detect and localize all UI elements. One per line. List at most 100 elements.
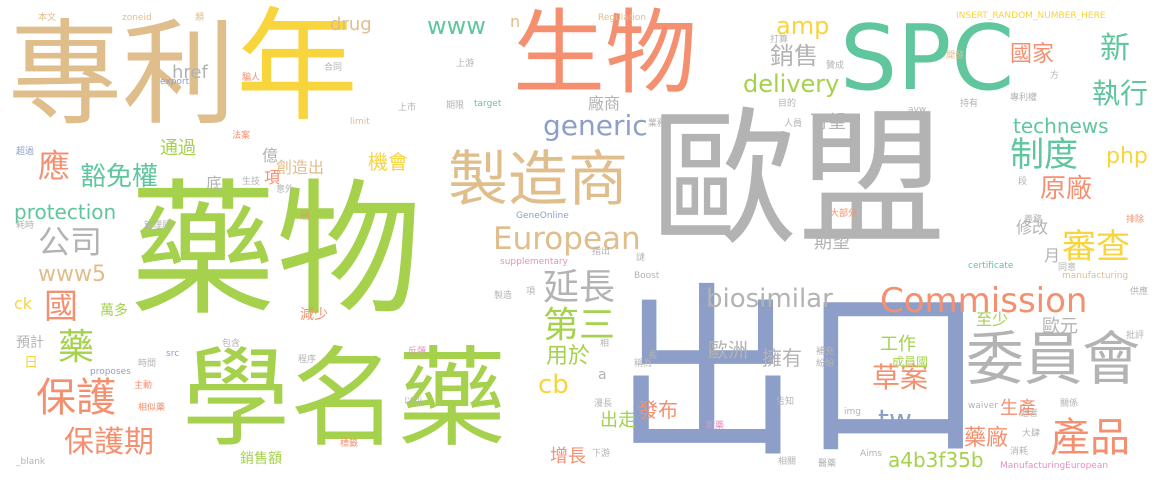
word: 關係 [1060,399,1079,409]
word: href [172,62,208,83]
word: 消耗 [1010,447,1029,457]
word: 意外 [276,185,295,195]
word: 日 [24,355,38,371]
word: export [160,77,190,87]
word: 耗時 [16,221,35,231]
word: 業務 [648,119,667,129]
word: 製造商 [448,145,628,215]
word: 產品 [1050,415,1130,461]
word: biosimilar [706,284,833,314]
word: 機會 [368,150,408,174]
word: 億 [262,146,279,165]
word: a [598,367,607,383]
word: amp [776,12,830,40]
word: 下游 [592,449,611,459]
word: 上市 [398,103,417,113]
word: 豁免權 [80,162,159,192]
word: 紛紛 [816,359,835,369]
word: 原廠 [1040,174,1093,204]
word: 第三 [543,305,616,346]
word: 大部分 [830,209,858,219]
word: 新 [1100,31,1130,66]
word: 補充 [816,347,835,357]
word: 新藥 [706,421,725,431]
word: cb [538,370,569,400]
word: drug [330,14,372,35]
word: 專利 [8,8,237,141]
word: 醫藥 [818,459,837,469]
word: proposes [90,367,131,377]
word: Aims [860,449,883,459]
word: 歐洲 [708,338,748,362]
word: 持有 [960,99,979,109]
word: 國 [44,287,78,327]
word: 生產 [1000,398,1036,419]
word: 草案 [872,361,929,394]
word: 供應 [1130,287,1149,297]
word: 包含 [222,339,241,349]
word: 專利權 [1010,93,1038,103]
word: 程序 [298,355,317,365]
word: 藥物 [130,166,422,336]
word: 保護 [36,375,116,421]
word: 藥 [58,327,95,368]
word: 應 [38,147,71,185]
word: supplementary [500,257,568,267]
word: img [844,407,861,417]
word: 贊成 [826,61,845,71]
word: 主動 [134,381,153,391]
word: 審查 [1062,227,1130,267]
word: 段 [1018,177,1028,187]
word: 騙人 [242,73,261,83]
word: 遊者 [1020,409,1039,419]
word: 歐盟 [650,94,946,266]
word: 生物 [513,0,698,107]
word: 擁有 [762,346,802,370]
word: 項 [264,168,281,187]
word: 出走 [600,410,636,431]
word: 銷售額 [240,451,282,467]
word: SPC [840,6,1015,111]
word: 以利 [404,397,423,407]
word: 打算 [770,35,789,45]
word: 發布 [638,398,678,422]
word: 稱為 [634,359,653,369]
word: 至少 [976,310,1009,329]
word: 歐元 [1042,316,1078,337]
word: 公司 [38,223,103,261]
word: avw [908,105,927,115]
word: 廠商 [588,94,621,113]
word: Commission [880,281,1088,321]
word: 出口 [614,266,987,482]
word: 相關 [778,457,797,467]
word: 成員國 [892,355,929,369]
word: ck [14,294,33,313]
word: 可望 [810,112,846,133]
word: 同意 [1058,263,1077,273]
word: 類 [195,13,205,23]
word: 人員 [784,119,803,129]
word: 製造 [494,291,513,301]
word: 萬多 [100,303,128,319]
word: 用於 [546,344,591,369]
word: 月 [1044,246,1061,265]
word: 制度 [1010,135,1078,175]
word: 指出 [592,247,611,257]
word: 創造出 [276,158,325,177]
word: 反彈 [408,347,427,357]
word: 通過 [160,138,196,159]
word: delivery [743,70,840,98]
word: European [493,221,641,257]
word: www5 [38,262,106,287]
word: 預計 [16,335,44,351]
word: n [510,12,521,31]
word: Regulation [598,13,647,23]
word: waiver [968,401,998,411]
word: 保護期 [64,425,154,460]
word: _blank [16,457,46,467]
word: 漫長 [594,399,613,409]
word: php [1106,144,1148,169]
word: 本文 [38,13,57,23]
word: 合同 [324,63,343,73]
